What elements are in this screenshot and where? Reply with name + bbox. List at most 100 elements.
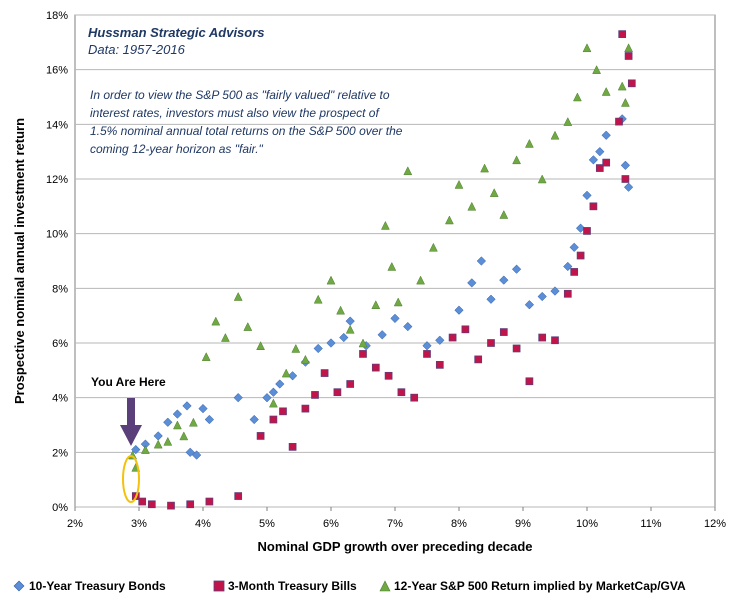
sp500-return-point [620, 97, 630, 107]
treasury-bills-point [167, 501, 175, 510]
treasury-bills-point [448, 333, 457, 342]
treasury-bills-point [371, 363, 380, 372]
note-line-4: coming 12-year horizon as "fair." [90, 142, 264, 156]
y-tick-label: 6% [52, 338, 68, 350]
source-title: Hussman Strategic Advisors [88, 25, 265, 40]
point-layer [128, 30, 636, 510]
treasury-bonds-point [582, 190, 592, 201]
x-tick-label: 7% [387, 518, 403, 530]
sp500-return-point [345, 324, 355, 334]
sp500-return-point [140, 445, 150, 454]
y-tick-label: 0% [52, 502, 68, 514]
sp500-return-point [499, 209, 509, 219]
plot-frame [74, 14, 716, 508]
y-tick-label: 16% [46, 65, 68, 77]
note-line-2: interest rates, investors must also view… [90, 106, 380, 120]
treasury-bills-point [563, 289, 572, 298]
sp500-return-point [281, 368, 291, 378]
treasury-bills-point [423, 350, 431, 358]
treasury-bonds-point [486, 294, 496, 304]
treasury-bills-point [512, 344, 521, 353]
treasury-bonds-point [403, 321, 413, 332]
legend-marker-treasury-bonds [13, 580, 25, 592]
treasury-bills-point [311, 391, 319, 399]
y-tick-label: 12% [46, 174, 68, 186]
treasury-bills-point [589, 202, 598, 211]
sp500-return-point [188, 417, 198, 427]
sp500-return-point [601, 86, 611, 96]
treasury-bills-point [397, 388, 406, 397]
treasury-bills-point [147, 500, 156, 509]
sp500-return-point [524, 138, 534, 148]
legend-marker-sp500-return [379, 580, 391, 592]
sp500-return-point [403, 166, 413, 176]
treasury-bills-point [627, 79, 636, 88]
x-tick-label: 3% [131, 518, 147, 530]
treasury-bills-point [256, 432, 265, 440]
treasury-bonds-point [326, 338, 336, 348]
sp500-return-point [550, 130, 560, 140]
note-line-1: In order to view the S&P 500 as "fairly … [90, 88, 390, 102]
sp500-return-point [326, 275, 336, 285]
sp500-return-point [336, 305, 346, 315]
sp500-return-point [393, 297, 403, 307]
treasury-bills-point [602, 158, 611, 167]
treasury-bills-point [410, 393, 419, 402]
treasury-bills-point [499, 328, 508, 336]
treasury-bonds-point [454, 305, 464, 315]
treasury-bonds-point [249, 414, 259, 425]
treasury-bonds-point [339, 332, 349, 343]
sp500-return-point [313, 294, 323, 304]
treasury-bills-point [359, 350, 367, 358]
sp500-return-point [220, 332, 230, 342]
treasury-bonds-point [233, 393, 243, 403]
treasury-bills-point [576, 251, 585, 260]
treasury-bonds-point [569, 242, 579, 252]
sp500-return-point [153, 439, 163, 449]
treasury-bills-point [138, 497, 147, 506]
sp500-return-point [563, 117, 573, 126]
treasury-bonds-point [390, 313, 400, 324]
sp500-return-point [172, 420, 182, 430]
treasury-bonds-point [595, 147, 605, 157]
sp500-return-point [211, 316, 221, 326]
treasury-bonds-point [172, 409, 183, 419]
treasury-bonds-point [524, 300, 535, 310]
sp500-return-point [592, 65, 602, 74]
treasury-bonds-point [275, 379, 285, 389]
treasury-bonds-point [191, 450, 202, 460]
you-are-here-label: You Are Here [91, 375, 166, 389]
treasury-bills-point [525, 377, 534, 386]
treasury-bills-point [205, 497, 214, 506]
treasury-bills-point [279, 407, 287, 416]
y-axis-label: Prospective nominal annual investment re… [12, 118, 27, 404]
treasury-bonds-point [163, 417, 173, 427]
legend-label-treasury-bills: 3-Month Treasury Bills [228, 579, 357, 593]
sp500-return-point [444, 215, 454, 225]
treasury-bonds-point [620, 160, 631, 170]
treasury-bonds-point [563, 261, 573, 272]
sp500-return-point [371, 300, 381, 309]
sp500-return-point [428, 242, 438, 252]
x-tick-label: 10% [576, 518, 598, 530]
legend-marker-treasury-bills [213, 580, 225, 592]
sp500-return-point [163, 436, 173, 446]
treasury-bills-point [333, 388, 342, 397]
y-tick-label: 18% [46, 10, 68, 22]
grid-layer [74, 14, 716, 511]
sp500-return-point [454, 179, 464, 189]
you-are-here-highlight [122, 455, 140, 503]
treasury-bonds-point [623, 182, 634, 192]
treasury-bills-point [621, 175, 630, 183]
treasury-bonds-point [131, 444, 141, 455]
treasury-bills-point [583, 227, 591, 235]
sp500-return-point [582, 43, 592, 53]
treasury-bonds-point [467, 278, 477, 288]
sp500-return-point [537, 174, 547, 184]
treasury-bonds-point [476, 256, 487, 266]
treasury-bills-point [269, 415, 278, 424]
treasury-bills-point [186, 500, 195, 509]
legend-label-treasury-bonds: 10-Year Treasury Bonds [29, 579, 166, 593]
sp500-return-point [380, 220, 390, 230]
